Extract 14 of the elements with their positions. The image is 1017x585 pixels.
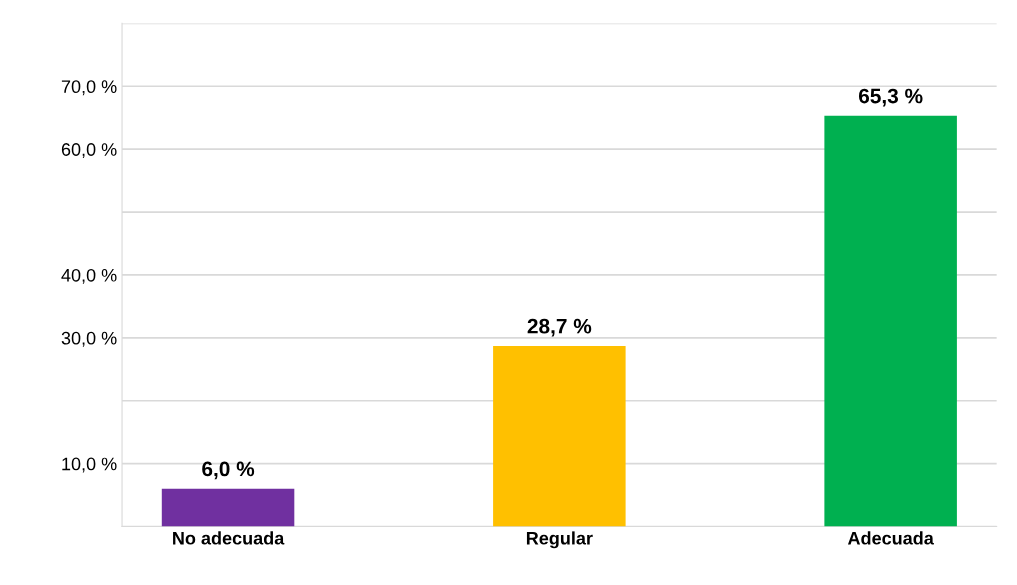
bar bbox=[824, 115, 957, 527]
y-tick-label: 10,0 % bbox=[62, 457, 117, 473]
bar bbox=[161, 488, 295, 527]
x-tick-label: No adecuada bbox=[173, 531, 285, 545]
x-tick-label: Regular bbox=[526, 531, 593, 549]
bar bbox=[493, 346, 626, 527]
data-label: 65,3 % bbox=[858, 88, 923, 107]
data-label: 28,7 % bbox=[527, 318, 592, 337]
y-tick-label: 30,0 % bbox=[61, 331, 117, 347]
data-label: 6,0 % bbox=[202, 461, 255, 480]
y-tick-label: 40,0 % bbox=[61, 268, 117, 284]
y-tick-label: 70,0 % bbox=[61, 80, 117, 96]
x-tick-label: Adecuada bbox=[847, 531, 934, 545]
y-tick-label: 60,0 % bbox=[61, 143, 117, 159]
